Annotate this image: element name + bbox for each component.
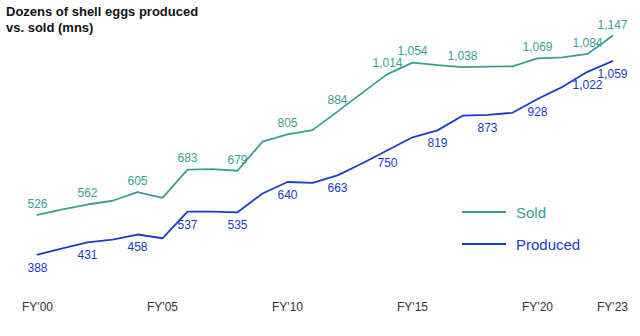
html-text:Sold: Sold	[516, 203, 546, 221]
svg-text:884: 884	[327, 93, 347, 107]
svg-text:1,069: 1,069	[522, 40, 552, 54]
svg-text:388: 388	[27, 261, 47, 275]
svg-text:1,054: 1,054	[397, 44, 427, 58]
svg-text:1,038: 1,038	[447, 49, 477, 63]
html-text:Produced: Produced	[516, 235, 581, 253]
svg-text:819: 819	[427, 136, 447, 150]
svg-text:1,059: 1,059	[597, 67, 627, 81]
svg-text:FY'05: FY'05	[147, 300, 178, 314]
svg-text:1,022: 1,022	[572, 77, 603, 92]
svg-text:873: 873	[477, 121, 497, 135]
svg-text:1,147: 1,147	[597, 18, 627, 32]
svg-text:FY'20: FY'20	[522, 300, 553, 314]
html-text:Dozens of shell eggs produced: Dozens of shell eggs produced vs. sold (…	[6, 4, 199, 35]
svg-text:FY'15: FY'15	[397, 300, 428, 314]
svg-text:750: 750	[377, 156, 397, 170]
svg-text:1,014: 1,014	[372, 56, 403, 70]
svg-text:FY'00: FY'00	[22, 300, 53, 314]
svg-text:FY'10: FY'10	[272, 300, 303, 314]
svg-text:537: 537	[177, 218, 197, 232]
svg-text:605: 605	[127, 174, 147, 188]
svg-text:663: 663	[327, 181, 347, 195]
svg-text:535: 535	[227, 218, 247, 232]
svg-text:640: 640	[277, 188, 297, 202]
svg-text:928: 928	[527, 105, 547, 119]
svg-text:683: 683	[177, 151, 197, 165]
svg-text:458: 458	[127, 240, 147, 254]
svg-text:431: 431	[77, 248, 97, 262]
svg-text:526: 526	[27, 197, 47, 211]
svg-text:562: 562	[77, 186, 97, 200]
svg-text:FY'23: FY'23	[597, 300, 628, 314]
svg-text:1,084: 1,084	[572, 36, 602, 50]
svg-text:679: 679	[227, 153, 247, 167]
svg-text:805: 805	[277, 116, 297, 130]
